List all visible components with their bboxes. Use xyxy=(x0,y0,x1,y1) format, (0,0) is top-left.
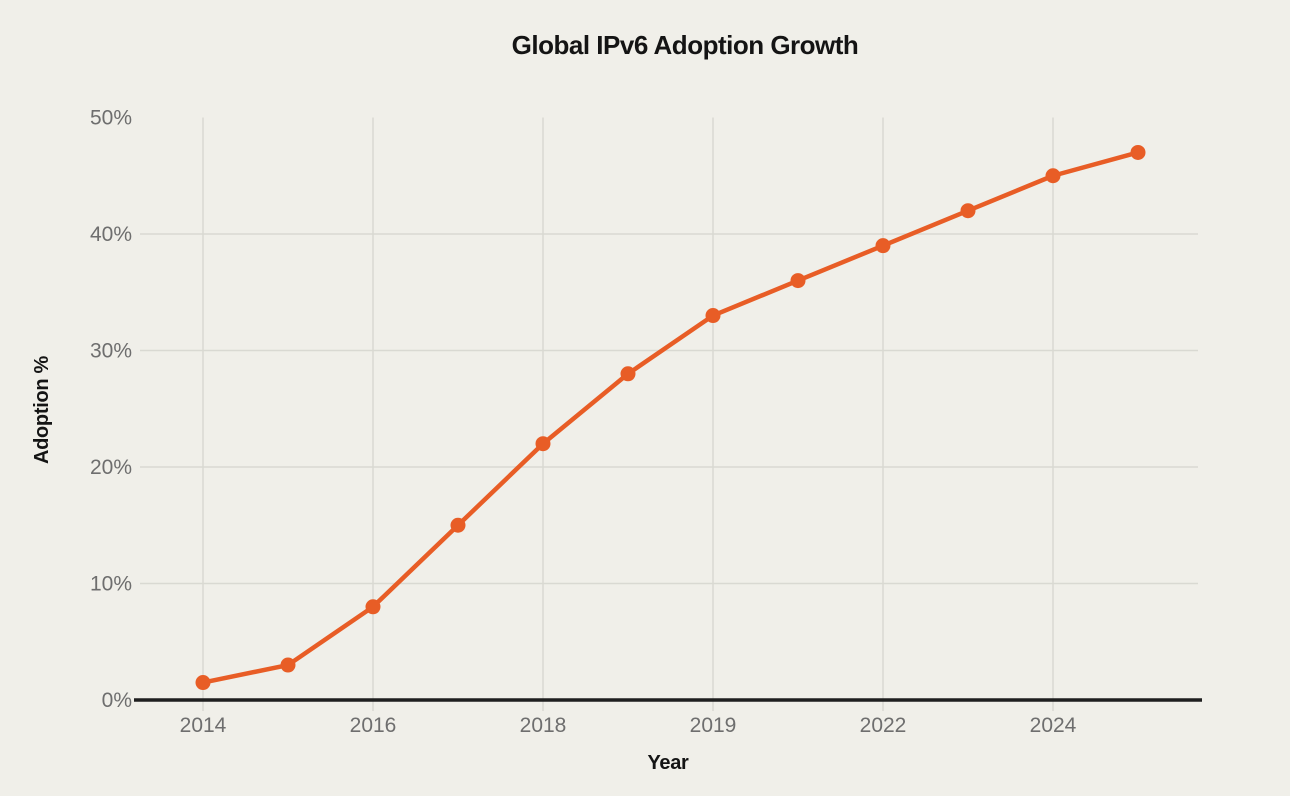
data-point-marker xyxy=(620,366,636,382)
data-point-marker xyxy=(1045,168,1061,184)
adoption-line-series xyxy=(200,150,1141,685)
x-tick-label: 2024 xyxy=(1030,714,1077,737)
y-tick-label: 10% xyxy=(90,573,132,596)
y-tick-label: 40% xyxy=(90,223,132,246)
y-tick-label: 30% xyxy=(90,340,132,363)
x-tick-label: 2014 xyxy=(180,714,227,737)
data-point-marker xyxy=(450,517,466,533)
data-point-marker xyxy=(875,238,891,254)
series-layer xyxy=(195,144,1146,691)
y-tick-label: 50% xyxy=(90,107,132,130)
data-point-marker xyxy=(705,308,721,324)
x-tick-label: 2016 xyxy=(350,714,397,737)
chart-title: Global IPv6 Adoption Growth xyxy=(512,30,859,60)
x-tick-label: 2022 xyxy=(860,714,907,737)
y-tick-label: 0% xyxy=(102,689,132,712)
data-point-marker xyxy=(1130,144,1146,160)
label-layer: 2014 2016 2018 2019 2022 2024 0% 10% 20% 30% 40% 50… xyxy=(90,107,1077,738)
data-point-marker xyxy=(365,599,381,615)
data-point-marker xyxy=(960,203,976,219)
grid-layer xyxy=(140,117,1198,711)
data-point-marker xyxy=(535,436,551,452)
x-tick-label: 2019 xyxy=(690,714,737,737)
data-point-marker xyxy=(790,273,806,289)
y-tick-label: 20% xyxy=(90,456,132,479)
x-axis-title: Year xyxy=(647,752,689,774)
y-axis-title: Adoption % xyxy=(31,355,53,464)
data-point-marker xyxy=(280,657,296,673)
data-point-marker xyxy=(195,675,211,691)
x-tick-label: 2018 xyxy=(520,714,567,737)
